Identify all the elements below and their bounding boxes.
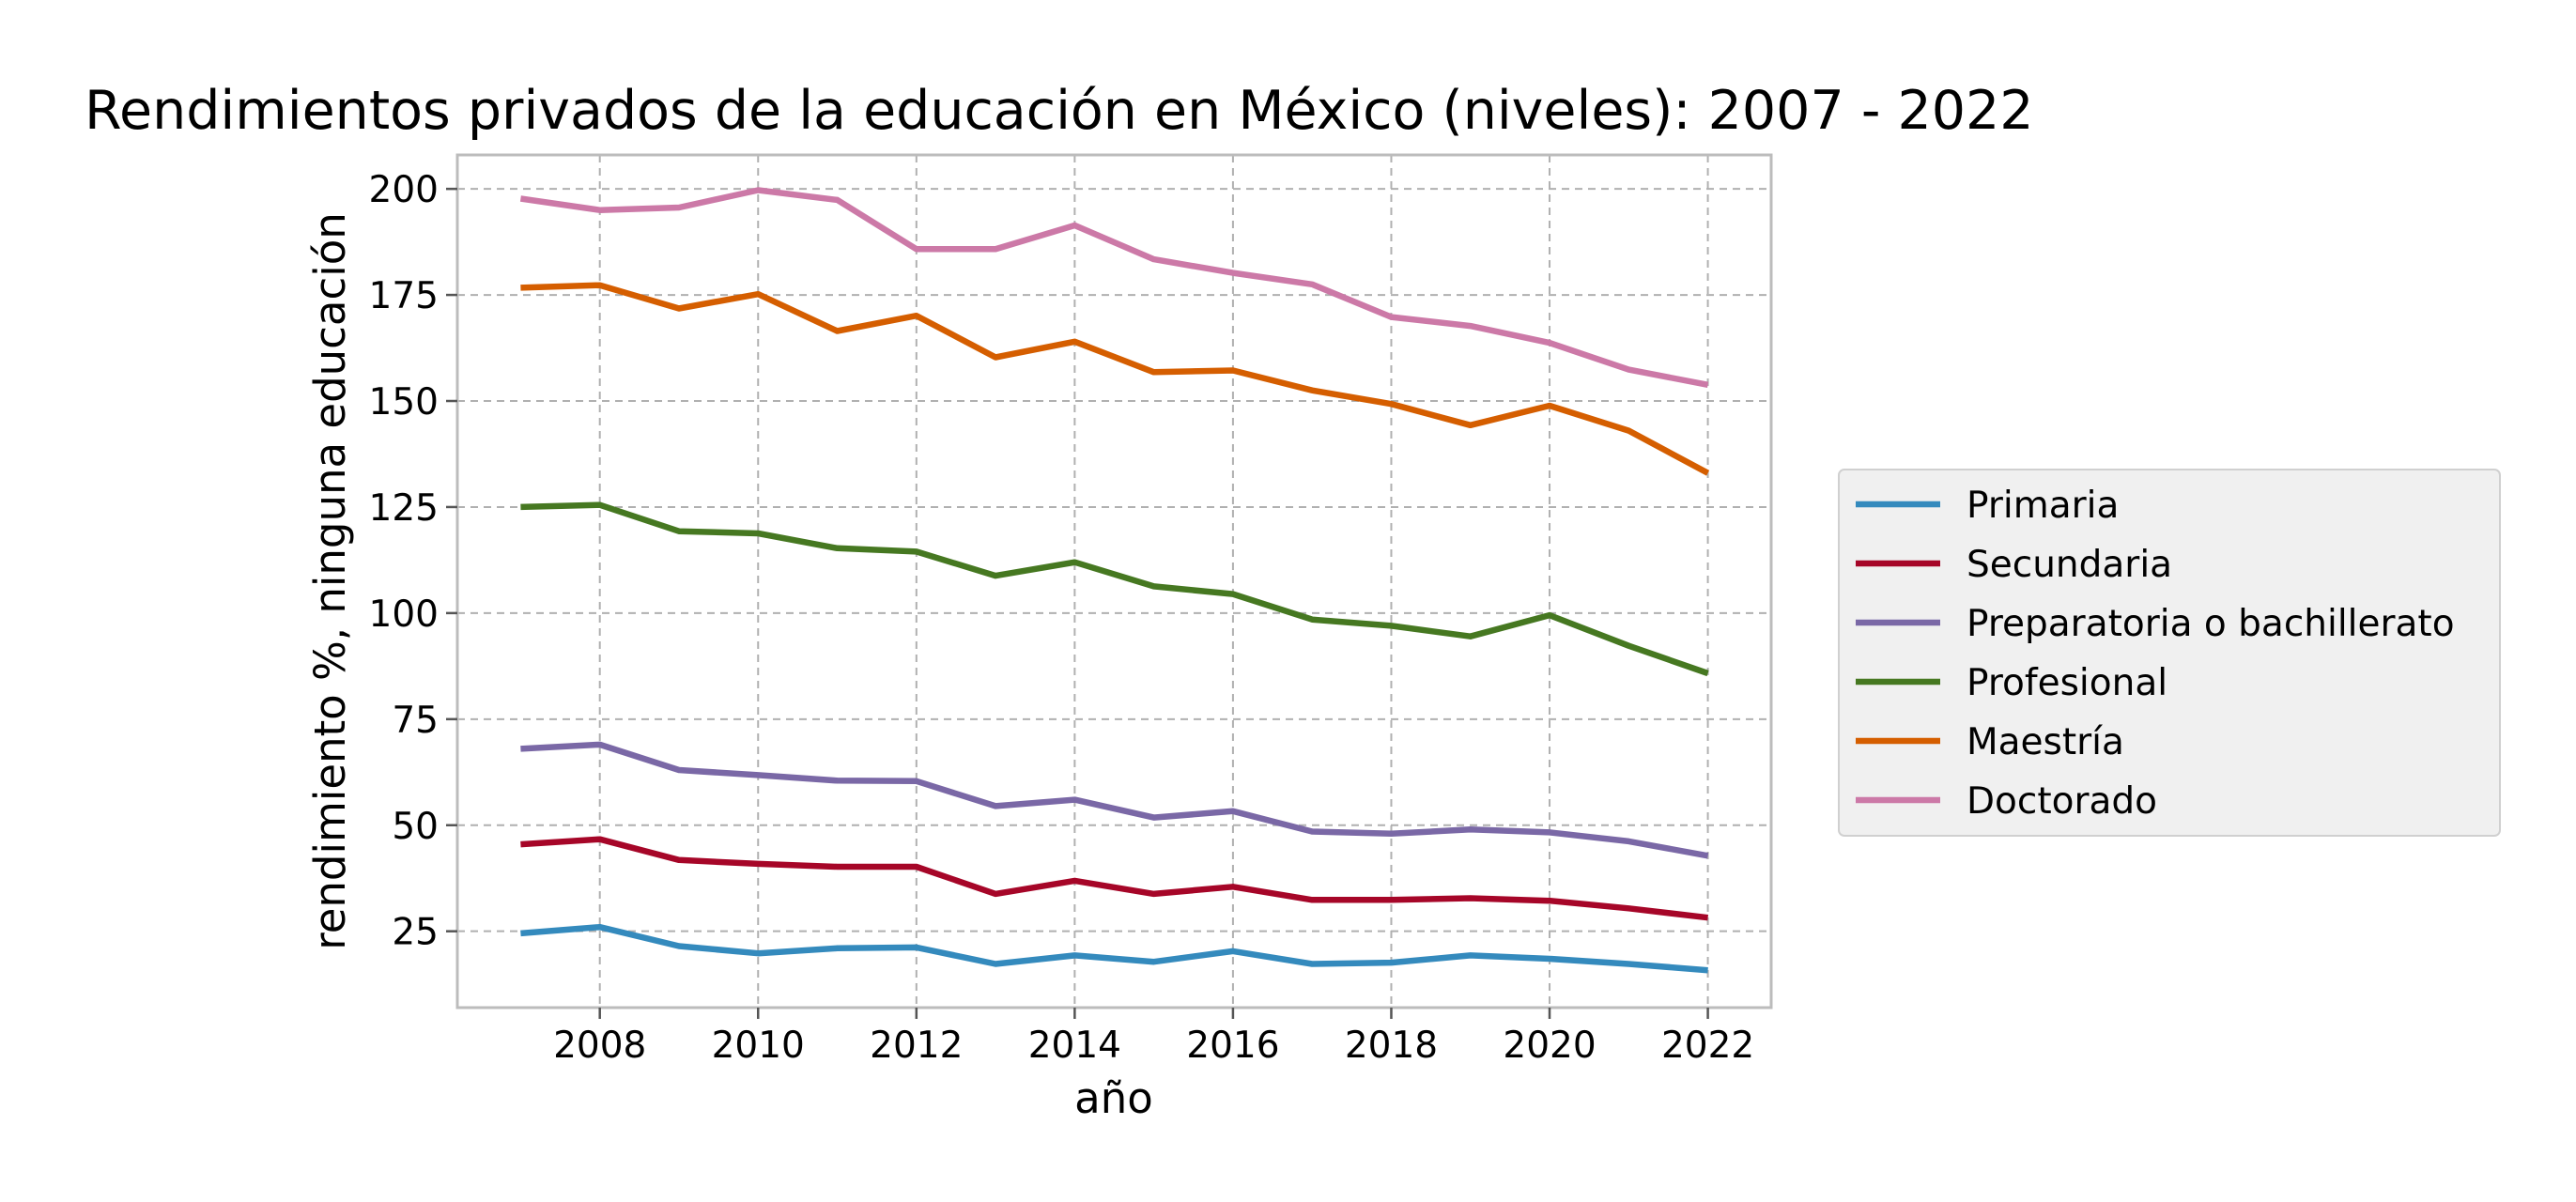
x-tick-label: 2018 [1345,1025,1438,1067]
legend-label-primaria: Primaria [1967,485,2119,527]
y-axis-label: rendimiento %, ninguna educación [305,212,355,950]
legend-label-maestria: Maestría [1967,721,2124,763]
legend-label-doctorado: Doctorado [1967,780,2157,823]
y-tick-label: 150 [369,381,439,424]
y-tick-label: 125 [369,487,439,530]
x-tick-label: 2014 [1028,1025,1121,1067]
y-tick-label: 175 [369,275,439,317]
legend-label-profesional: Profesional [1967,662,2167,704]
legend-label-secundaria: Secundaria [1967,544,2172,586]
legend-label-preparatoria-o-bachillerato: Preparatoria o bachillerato [1967,603,2455,645]
x-axis-ticks: 2008 2010 2012 2014 2016 2018 2020 2022 [553,1008,1754,1067]
y-tick-label: 200 [369,169,439,211]
legend-box [1838,469,2501,837]
y-tick-label: 25 [392,912,439,954]
x-axis-label: año [1074,1073,1153,1123]
legend: Primaria Secundaria Preparatoria o bachill… [1838,469,2501,837]
series-line-maestria [520,282,1710,476]
x-tick-label: 2016 [1186,1025,1279,1067]
grid [457,155,1771,1008]
plot-frame [455,153,1773,1009]
x-tick-label: 2022 [1661,1025,1754,1067]
x-tick-label: 2020 [1503,1025,1596,1067]
x-tick-label: 2012 [870,1025,963,1067]
series-line-preparatoria-o-bachillerato [520,741,1709,859]
y-tick-label: 100 [369,593,439,636]
y-tick-label: 50 [392,806,439,848]
series-line-profesional [520,501,1709,677]
x-tick-label: 2010 [712,1025,805,1067]
series-line-secundaria [520,836,1708,921]
series-line-primaria [520,923,1708,974]
series-lines [519,187,1710,974]
x-tick-label: 2008 [553,1025,646,1067]
y-axis-ticks: 25 50 75 100 125 150 175 200 [369,169,457,954]
y-tick-label: 75 [392,700,439,742]
series-line-doctorado [519,187,1709,388]
chart-title: Rendimientos privados de la educación en… [85,80,2034,142]
